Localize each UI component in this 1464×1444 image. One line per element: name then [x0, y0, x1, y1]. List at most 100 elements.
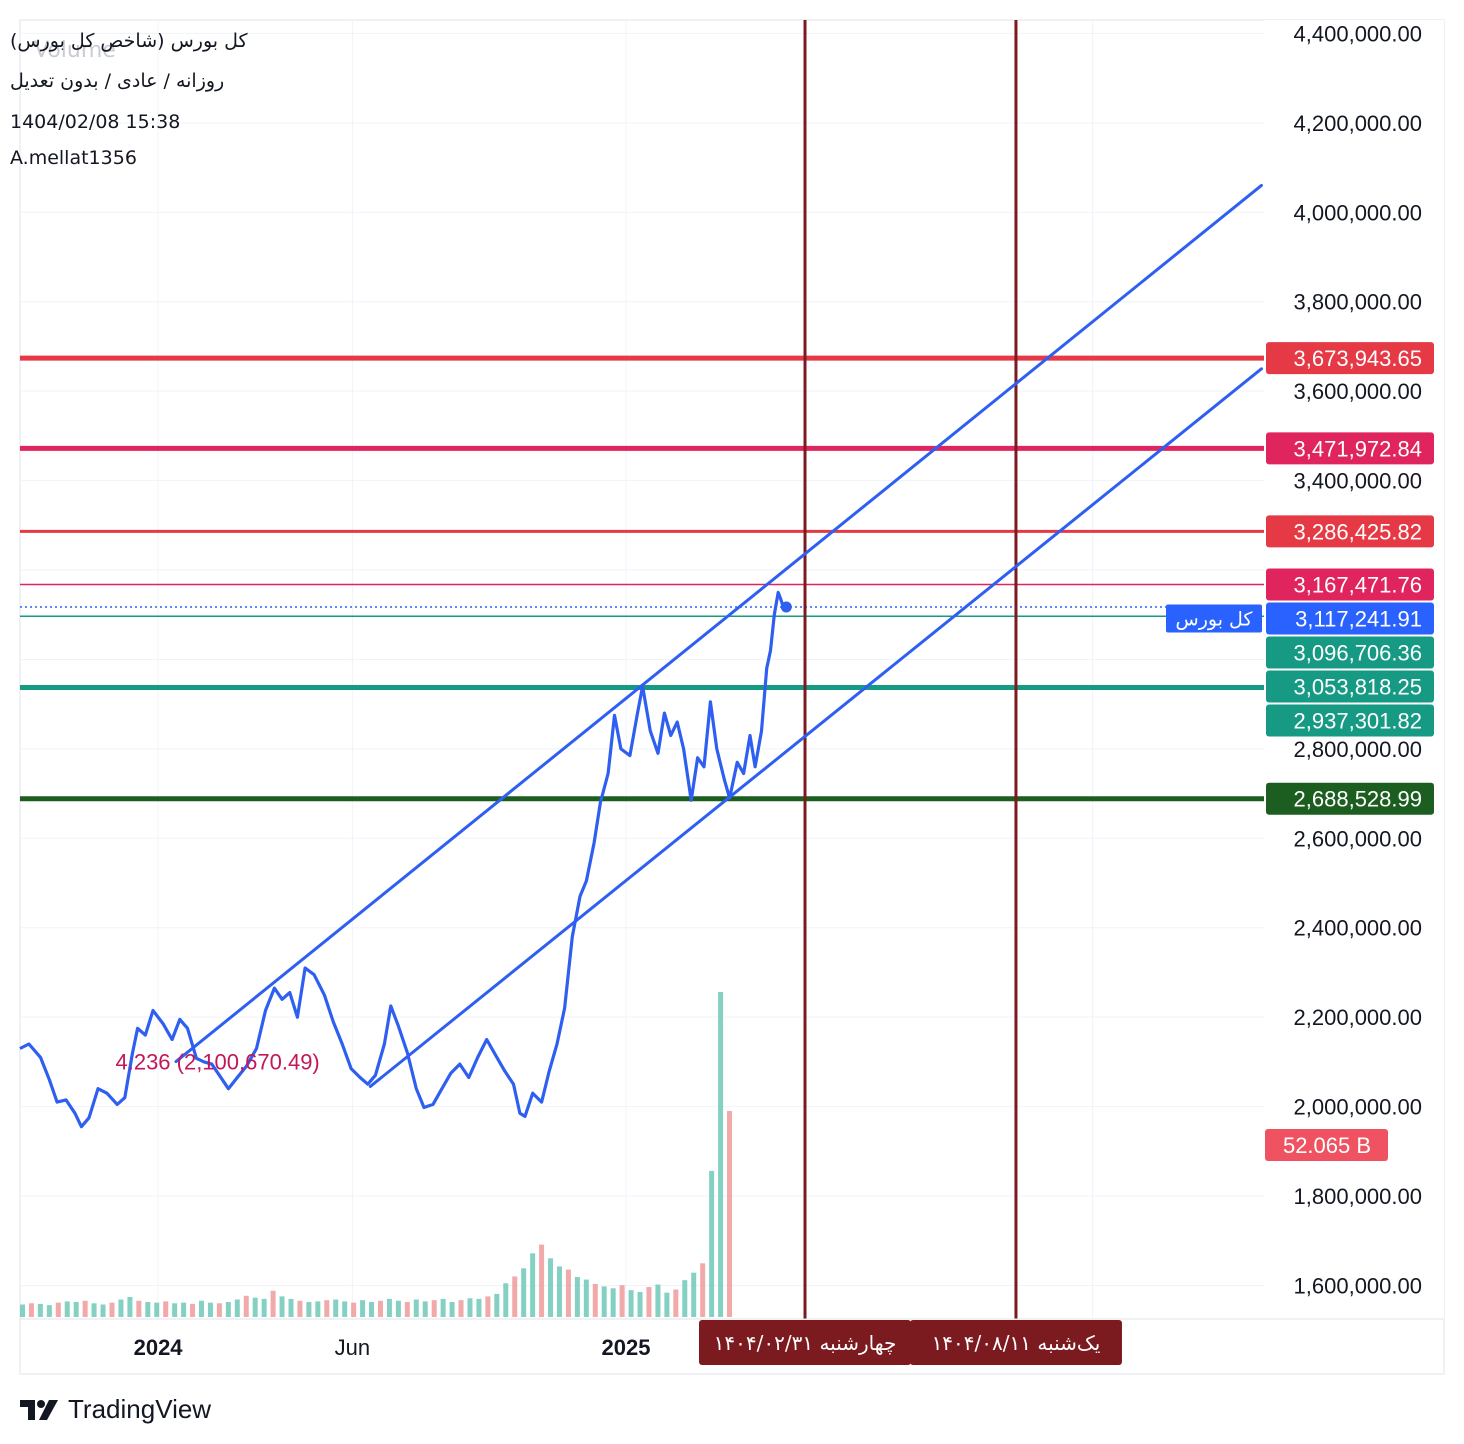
- price-level-badge: [1266, 636, 1434, 669]
- volume-bar: [190, 1303, 196, 1317]
- last-price-dot: [780, 601, 792, 613]
- volume-bar: [592, 1283, 598, 1317]
- snapshot-timestamp: 1404/02/08 15:38: [10, 111, 181, 133]
- y-tick-label: 2,200,000.00: [1294, 1005, 1422, 1030]
- vertical-line-date-label: چهارشنبه ۱۴۰۴/۰۲/۳۱: [714, 1331, 897, 1355]
- logo-text: TradingView: [68, 1394, 212, 1424]
- volume-bar: [28, 1303, 34, 1317]
- volume-bar: [682, 1280, 688, 1317]
- volume-bar: [494, 1293, 500, 1317]
- x-axis[interactable]: 2024Jun20256: [134, 1335, 1099, 1360]
- volume-bar: [351, 1302, 357, 1317]
- price-level-label: 3,117,241.91: [1295, 607, 1422, 632]
- price-line: [19, 590, 785, 1129]
- volume-bar: [55, 1302, 61, 1317]
- volume-bar: [243, 1295, 249, 1317]
- volume-bar: [467, 1298, 473, 1317]
- volume-bar: [610, 1288, 616, 1317]
- volume-bars: [20, 992, 733, 1317]
- volume-bar: [565, 1269, 571, 1317]
- chart-subtitle: روزانه / عادی / بدون تعدیل: [10, 70, 225, 92]
- channel-line-lower[interactable]: [368, 367, 1263, 1088]
- price-level-label: 3,673,943.65: [1294, 346, 1422, 371]
- volume-bar: [37, 1303, 43, 1317]
- volume-bar: [637, 1292, 643, 1317]
- price-level-badge: [1266, 782, 1434, 815]
- volume-bar: [207, 1302, 213, 1317]
- y-tick-label: 1,600,000.00: [1294, 1273, 1422, 1298]
- volume-bar: [333, 1299, 339, 1317]
- volume-bar: [386, 1298, 392, 1317]
- y-tick-label: 2,800,000.00: [1294, 737, 1422, 762]
- volume-bar: [20, 1304, 25, 1317]
- y-tick-label: 2,400,000.00: [1294, 916, 1422, 941]
- tradingview-logo[interactable]: TradingView: [20, 1394, 211, 1425]
- price-level-badge: [1266, 704, 1434, 737]
- volume-bar: [449, 1302, 455, 1317]
- price-level-badge: [1266, 432, 1434, 465]
- volume-value-badge: [1265, 1129, 1388, 1161]
- volume-bar: [431, 1300, 437, 1317]
- volume-bar: [315, 1301, 321, 1317]
- volume-bar: [118, 1299, 124, 1317]
- volume-bar: [145, 1302, 151, 1317]
- volume-bar: [619, 1285, 625, 1317]
- volume-bar: [476, 1298, 482, 1317]
- volume-bar: [46, 1305, 52, 1317]
- volume-bar: [279, 1296, 285, 1317]
- symbol-title: کل بورس (شاخص کل بورس): [10, 30, 248, 52]
- volume-bar: [360, 1300, 366, 1317]
- volume-bar: [163, 1301, 169, 1317]
- trend-channel[interactable]: [174, 183, 1263, 1088]
- volume-bar: [181, 1302, 187, 1317]
- volume-bar: [91, 1303, 97, 1317]
- channel-line-upper[interactable]: [174, 183, 1263, 1064]
- price-level-badge: [1266, 342, 1434, 375]
- price-level-badge: [1266, 515, 1434, 548]
- volume-bar: [73, 1302, 79, 1317]
- y-tick-label: 2,000,000.00: [1294, 1095, 1422, 1120]
- volume-bar: [548, 1258, 554, 1317]
- x-tick-label: Jun: [335, 1335, 370, 1360]
- price-level-label: 3,167,471.76: [1294, 573, 1422, 598]
- volume-bar: [521, 1268, 527, 1317]
- volume-bar: [216, 1303, 222, 1317]
- volume-value-label: 52.065 B: [1283, 1133, 1371, 1158]
- volume-bar: [127, 1297, 133, 1317]
- x-tick-label: 2024: [134, 1335, 184, 1360]
- author-name: A.mellat1356: [10, 147, 137, 169]
- y-axis-panel: [1264, 20, 1444, 1320]
- price-level-badge: [1266, 670, 1434, 703]
- volume-bar: [100, 1304, 106, 1317]
- price-series: [19, 590, 792, 1129]
- volume-bar: [198, 1300, 204, 1317]
- volume-bar: [646, 1287, 652, 1317]
- volume-ghost-label: Volume: [34, 38, 116, 63]
- volume-bar: [556, 1266, 562, 1317]
- volume-bar: [154, 1302, 160, 1317]
- volume-bar: [530, 1253, 536, 1317]
- symbol-tag-badge: [1166, 604, 1262, 633]
- volume-bar: [709, 1170, 715, 1317]
- tradingview-logo-icon: [20, 1399, 58, 1420]
- volume-bar: [413, 1299, 419, 1317]
- y-axis[interactable]: 1,600,000.00 1,800,000.00 2,000,000.00 2,20…: [1294, 21, 1422, 1298]
- volume-bar: [234, 1299, 240, 1317]
- volume-bar: [655, 1284, 661, 1317]
- volume-bar: [395, 1300, 401, 1317]
- volume-bar: [700, 1263, 706, 1317]
- vertical-line-date-badge: [909, 1320, 1122, 1365]
- volume-bar: [440, 1298, 446, 1317]
- volume-bar: [288, 1298, 294, 1317]
- volume-bar: [297, 1300, 303, 1317]
- price-level-labels: 3,673,943.65 3,471,972.84 3,286,425.82 3,16…: [1166, 342, 1434, 1161]
- y-tick-label: 4,400,000.00: [1294, 21, 1422, 46]
- y-tick-label: 4,200,000.00: [1294, 111, 1422, 136]
- volume-bar: [225, 1302, 231, 1317]
- x-tick-label: 2025: [602, 1335, 651, 1360]
- fib-extension-label: 4.236 (2,100,670.49): [115, 1050, 319, 1075]
- vertical-line-date-badge: [699, 1320, 912, 1365]
- volume-bar: [458, 1300, 464, 1317]
- symbol-tag-label: کل بورس: [1176, 609, 1254, 631]
